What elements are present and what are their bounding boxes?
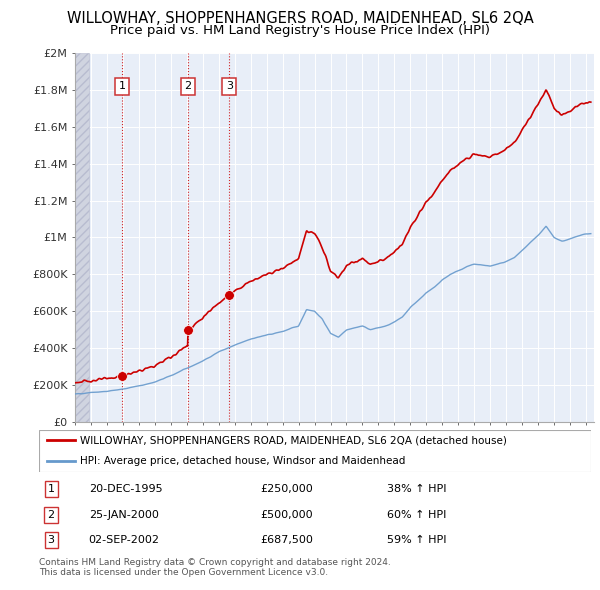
Text: £500,000: £500,000 (260, 510, 313, 520)
Text: 1: 1 (47, 484, 55, 494)
Text: 25-JAN-2000: 25-JAN-2000 (89, 510, 158, 520)
Text: 02-SEP-2002: 02-SEP-2002 (89, 535, 160, 545)
Text: HPI: Average price, detached house, Windsor and Maidenhead: HPI: Average price, detached house, Wind… (80, 457, 406, 466)
Text: WILLOWHAY, SHOPPENHANGERS ROAD, MAIDENHEAD, SL6 2QA: WILLOWHAY, SHOPPENHANGERS ROAD, MAIDENHE… (67, 11, 533, 25)
Text: 1: 1 (119, 81, 126, 91)
Text: 2: 2 (184, 81, 191, 91)
Text: 20-DEC-1995: 20-DEC-1995 (89, 484, 163, 494)
Text: 60% ↑ HPI: 60% ↑ HPI (387, 510, 446, 520)
Text: WILLOWHAY, SHOPPENHANGERS ROAD, MAIDENHEAD, SL6 2QA (detached house): WILLOWHAY, SHOPPENHANGERS ROAD, MAIDENHE… (80, 435, 507, 445)
Text: 3: 3 (47, 535, 55, 545)
Text: 38% ↑ HPI: 38% ↑ HPI (387, 484, 446, 494)
Bar (75, 53, 89, 422)
Text: 59% ↑ HPI: 59% ↑ HPI (387, 535, 446, 545)
Text: £250,000: £250,000 (260, 484, 313, 494)
Text: 3: 3 (226, 81, 233, 91)
Text: 2: 2 (47, 510, 55, 520)
Text: Price paid vs. HM Land Registry's House Price Index (HPI): Price paid vs. HM Land Registry's House … (110, 24, 490, 37)
Text: Contains HM Land Registry data © Crown copyright and database right 2024.
This d: Contains HM Land Registry data © Crown c… (39, 558, 391, 577)
Text: £687,500: £687,500 (260, 535, 313, 545)
